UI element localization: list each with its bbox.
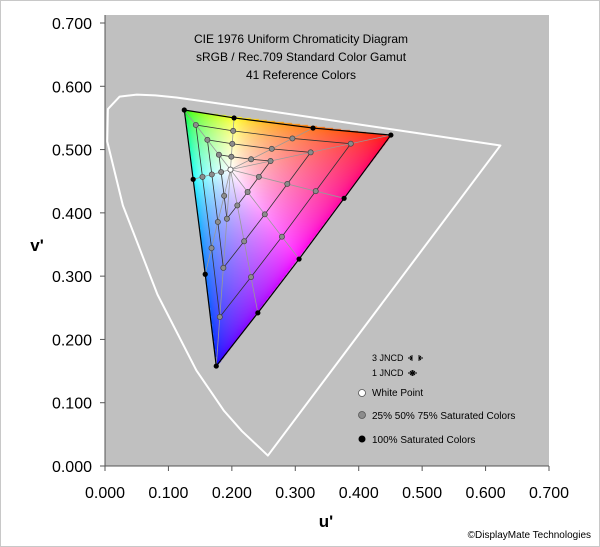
partial-saturated-point bbox=[347, 140, 354, 147]
saturated-point bbox=[296, 256, 302, 262]
partial-saturated-point bbox=[204, 136, 211, 143]
partial-saturated-point bbox=[230, 127, 237, 134]
legend-partial: 25% 50% 75% Saturated Colors bbox=[372, 411, 515, 422]
partial-saturated-point bbox=[284, 181, 291, 187]
jncd3-marker-icon bbox=[408, 355, 423, 361]
y-tick-label: 0.600 bbox=[52, 79, 92, 96]
saturated-point bbox=[181, 107, 187, 113]
partial-saturated-point bbox=[228, 153, 235, 160]
x-tick-label: 0.600 bbox=[466, 485, 506, 502]
legend-full-icon bbox=[358, 435, 366, 443]
partial-saturated-point bbox=[241, 238, 248, 245]
partial-saturated-point bbox=[216, 314, 223, 320]
gamut-outline bbox=[206, 139, 312, 269]
y-axis-label: v' bbox=[30, 236, 44, 255]
partial-saturated-point bbox=[208, 245, 215, 252]
legend-1jncd: 1 JNCD bbox=[372, 368, 404, 378]
partial-saturated-point bbox=[268, 145, 275, 152]
partial-saturated-point bbox=[220, 264, 227, 271]
y-tick-label: 0.300 bbox=[52, 269, 92, 286]
x-tick-label: 0.200 bbox=[212, 485, 252, 502]
partial-saturated-point bbox=[267, 158, 274, 164]
legend-full: 100% Saturated Colors bbox=[372, 435, 475, 446]
partial-saturated-point bbox=[255, 173, 262, 180]
saturated-point bbox=[231, 115, 237, 121]
partial-saturated-point bbox=[307, 149, 314, 156]
gamut-outline bbox=[183, 109, 392, 368]
title-line-2: sRGB / Rec.709 Standard Color Gamut bbox=[196, 50, 407, 64]
partial-saturated-point bbox=[312, 188, 319, 195]
x-axis-label: u' bbox=[319, 512, 333, 531]
title-line-3: 41 Reference Colors bbox=[246, 68, 356, 82]
partial-saturated-point bbox=[234, 202, 241, 209]
partial-saturated-point bbox=[223, 215, 230, 222]
partial-saturated-point bbox=[248, 274, 254, 280]
saturated-point bbox=[202, 271, 208, 277]
partial-saturated-point bbox=[278, 233, 285, 240]
x-tick-label: 0.300 bbox=[275, 485, 315, 502]
copyright: ©DisplayMate Technologies bbox=[468, 530, 591, 541]
y-tick-label: 0.000 bbox=[52, 459, 92, 476]
partial-saturated-point bbox=[218, 169, 225, 176]
saturated-point bbox=[213, 363, 219, 369]
white-point bbox=[227, 166, 234, 173]
saturated-point bbox=[255, 310, 261, 316]
legend: 3 JNCD 1 JNCD White Point 25% 50% 75% Sa… bbox=[358, 353, 515, 446]
x-tick-label: 0.700 bbox=[529, 485, 569, 502]
x-tick-label: 0.100 bbox=[148, 485, 188, 502]
x-tick-label: 0.000 bbox=[85, 485, 125, 502]
partial-saturated-point bbox=[215, 151, 222, 158]
saturated-point bbox=[310, 125, 316, 131]
spectral-locus bbox=[106, 93, 502, 457]
partial-saturated-point bbox=[261, 211, 268, 218]
x-tick-label: 0.400 bbox=[339, 485, 379, 502]
legend-partial-icon bbox=[358, 411, 366, 419]
legend-3jncd: 3 JNCD bbox=[372, 353, 404, 363]
partial-saturated-point bbox=[248, 156, 255, 163]
partial-saturated-point bbox=[221, 192, 228, 199]
saturated-point bbox=[341, 195, 347, 201]
partial-saturated-point bbox=[208, 171, 215, 178]
y-tick-label: 0.400 bbox=[52, 206, 92, 223]
partial-saturated-point bbox=[214, 218, 221, 225]
saturated-point bbox=[190, 176, 196, 182]
y-tick-label: 0.700 bbox=[52, 16, 92, 33]
title-line-1: CIE 1976 Uniform Chromaticity Diagram bbox=[194, 32, 408, 46]
partial-saturated-point bbox=[199, 173, 206, 180]
partial-saturated-point bbox=[289, 135, 296, 142]
legend-white-point-icon bbox=[358, 389, 366, 397]
legend-white-point: White Point bbox=[372, 388, 423, 399]
saturated-point bbox=[388, 132, 394, 138]
y-tick-label: 0.200 bbox=[52, 332, 92, 349]
x-tick-label: 0.500 bbox=[402, 485, 442, 502]
partial-saturated-point bbox=[229, 140, 236, 147]
jncd1-marker-icon bbox=[408, 370, 417, 376]
y-tick-label: 0.100 bbox=[52, 396, 92, 413]
y-tick-label: 0.500 bbox=[52, 143, 92, 160]
partial-saturated-point bbox=[244, 189, 251, 195]
partial-saturated-point bbox=[192, 121, 199, 128]
